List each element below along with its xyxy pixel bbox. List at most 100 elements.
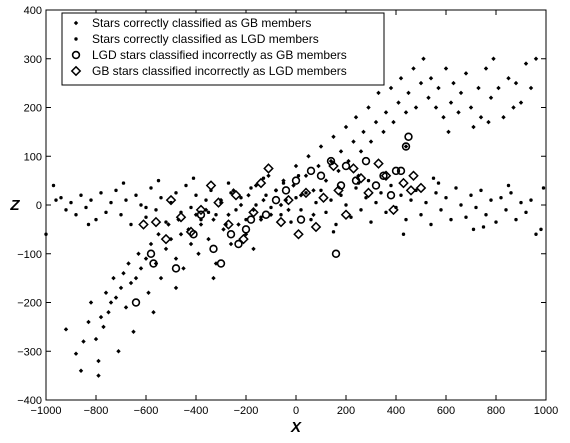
series-0-point-130 [173, 285, 179, 291]
series-2-point-1 [149, 259, 158, 268]
series-2-point-16 [306, 166, 316, 176]
series-0-point-71 [323, 178, 329, 183]
legend-marker-3 [70, 65, 82, 77]
series-0-point-52 [246, 193, 251, 198]
series-1-point-98 [539, 227, 543, 232]
series-1-point-49 [294, 195, 298, 200]
series-0-point-105 [451, 80, 456, 86]
series-1-point-28 [189, 205, 193, 210]
series-0-point-62 [286, 207, 291, 213]
series-2-point-13 [281, 186, 291, 195]
series-1-point-22 [159, 195, 163, 200]
series-0-point-68 [311, 188, 316, 193]
series-0-point-110 [471, 124, 476, 130]
series-0-point-123 [528, 85, 534, 91]
series-0-point-91 [398, 76, 404, 81]
series-1-point-59 [344, 203, 348, 207]
series-0-point-102 [441, 115, 446, 120]
series-2-point-6 [216, 259, 226, 268]
series-1-point-83 [464, 215, 468, 219]
series-3-point-31 [408, 170, 419, 182]
series-0-point-56 [261, 197, 266, 203]
series-1-point-76 [429, 222, 433, 227]
series-0-point-6 [96, 358, 101, 364]
series-0-point-72 [328, 158, 334, 164]
series-1-point-82 [459, 203, 463, 207]
series-2-point-5 [209, 244, 218, 254]
series-0-point-49 [236, 222, 241, 227]
series-0-point-2 [81, 339, 86, 344]
series-0-point-66 [303, 173, 309, 178]
series-1-point-105 [261, 176, 266, 180]
series-0-point-109 [468, 105, 474, 110]
series-0-point-129 [151, 310, 156, 315]
series-3-point-14 [275, 216, 287, 228]
series-0-point-77 [346, 158, 351, 164]
series-0-point-43 [213, 261, 219, 266]
series-0-point-61 [281, 178, 286, 183]
series-1-point-14 [119, 213, 123, 217]
series-1-point-12 [109, 200, 113, 205]
series-3-point-24 [355, 172, 367, 184]
series-0-point-137 [486, 119, 491, 125]
series-1-point-96 [529, 198, 533, 202]
series-3-point-25 [363, 187, 374, 199]
series-0-point-80 [358, 149, 364, 154]
series-0-point-50 [238, 202, 244, 208]
series-0-point-98 [426, 95, 431, 100]
series-1-point-93 [514, 217, 518, 222]
series-1-point-27 [184, 183, 188, 188]
legend-label-3: GB stars classified incorrectly as LGD m… [92, 64, 347, 78]
series-3-point-11 [248, 207, 259, 218]
series-0-point-20 [136, 251, 141, 256]
series-2-point-26 [386, 191, 396, 200]
series-1-point-71 [404, 217, 408, 222]
legend-label-1: Stars correctly classified as LGD member… [92, 32, 319, 46]
series-1-point-70 [399, 193, 403, 197]
series-0-point-122 [523, 61, 529, 66]
series-0-point-126 [96, 373, 101, 378]
x-tick-label: 800 [487, 405, 505, 417]
series-1-point-66 [379, 191, 383, 195]
series-0-point-114 [488, 95, 494, 100]
series-2-point-10 [246, 215, 256, 224]
series-1-point-9 [94, 217, 98, 222]
legend-marker-2 [71, 50, 81, 60]
series-1-point-113 [541, 186, 546, 190]
series-1-point-61 [354, 186, 358, 190]
series-0-point-23 [146, 290, 151, 295]
series-0-point-101 [436, 85, 441, 91]
series-0-point-96 [418, 80, 424, 86]
series-0-point-125 [78, 368, 84, 373]
series-0-point-87 [383, 110, 389, 115]
series-1-point-7 [84, 205, 88, 210]
series-1-point-101 [121, 181, 126, 185]
series-1-point-103 [191, 176, 196, 180]
series-1-point-10 [99, 191, 103, 195]
series-3-point-20 [328, 160, 339, 172]
series-1-point-54 [319, 188, 323, 193]
series-2-point-17 [316, 171, 326, 180]
series-1-point-15 [124, 198, 128, 202]
series-0-point-65 [298, 193, 304, 198]
series-1-point-36 [229, 191, 233, 195]
series-0-point-119 [511, 105, 516, 110]
series-1-point-107 [331, 230, 336, 234]
series-0-point-33 [178, 232, 184, 237]
series-0-point-34 [181, 266, 186, 271]
series-1-point-95 [524, 210, 528, 215]
y-tick-label: 400 [24, 5, 42, 17]
series-0-point-14 [118, 285, 124, 291]
series-0-point-136 [446, 129, 451, 135]
series-2-point-21 [341, 161, 351, 171]
series-0-point-31 [173, 256, 179, 261]
series-0-point-42 [211, 217, 216, 222]
series-0-point-104 [448, 100, 454, 105]
series-1-point-108 [366, 178, 371, 183]
series-0-point-3 [86, 319, 91, 325]
series-1-point-56 [329, 198, 333, 202]
series-1-point-77 [434, 191, 438, 195]
series-1-point-20 [149, 186, 153, 190]
series-0-point-131 [211, 275, 216, 281]
x-tick-label: −600 [134, 405, 159, 417]
